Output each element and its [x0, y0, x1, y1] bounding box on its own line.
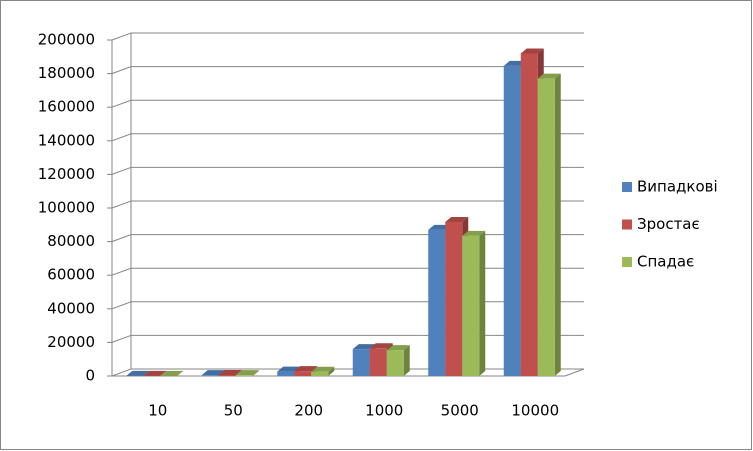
- y-tick-label: 180000: [38, 64, 95, 82]
- bar-top: [537, 73, 561, 79]
- y-tick-label: 160000: [38, 98, 95, 116]
- x-tick-label: 5000: [441, 402, 479, 420]
- bar-top: [386, 345, 410, 351]
- legend-swatch: [622, 219, 632, 230]
- bar-top: [520, 48, 544, 54]
- bar-top: [311, 366, 335, 372]
- bar-side: [328, 366, 335, 376]
- legend-label: Випадкові: [637, 178, 718, 196]
- legend-label: Зростає: [637, 215, 700, 233]
- bar: [503, 65, 521, 376]
- x-tick-label: 10: [148, 402, 167, 420]
- bar: [445, 221, 463, 376]
- bar-top: [201, 370, 225, 376]
- bar-top: [462, 230, 486, 236]
- legend-swatch: [622, 257, 632, 267]
- legend-label: Спадає: [637, 253, 694, 271]
- bar: [520, 53, 538, 376]
- y-tick-label: 140000: [38, 131, 95, 149]
- y-tick-label: 0: [85, 367, 95, 385]
- bar-top: [218, 369, 242, 375]
- x-tick-label: 200: [294, 402, 323, 420]
- x-tick-label: 1000: [365, 402, 403, 420]
- x-tick-label: 50: [224, 402, 243, 420]
- bar: [218, 374, 236, 376]
- y-tick-label: 20000: [47, 333, 95, 351]
- grid-line: [111, 99, 584, 108]
- y-tick-label: 200000: [38, 31, 95, 49]
- bar: [235, 375, 253, 376]
- bar-top: [369, 343, 393, 349]
- bar-top: [294, 366, 318, 372]
- y-tick-label: 60000: [47, 266, 95, 284]
- bar-top: [160, 370, 184, 376]
- bar: [462, 235, 480, 376]
- bar-side: [252, 370, 259, 376]
- bar-top: [143, 370, 167, 376]
- y-tick-label: 40000: [47, 299, 95, 317]
- bar-side: [403, 345, 410, 376]
- grid-line: [111, 166, 584, 175]
- bar: [352, 349, 370, 376]
- bar: [294, 371, 312, 376]
- bar: [311, 371, 329, 376]
- bar-top: [445, 216, 469, 222]
- bar: [369, 348, 387, 376]
- y-tick-label: 80000: [47, 232, 95, 250]
- bar-top: [126, 370, 150, 376]
- grid-line: [111, 133, 584, 142]
- y-tick-label: 100000: [38, 199, 95, 217]
- bar-side: [479, 230, 486, 376]
- bar-top: [277, 366, 301, 372]
- bar: [386, 350, 404, 376]
- grid-line: [111, 66, 584, 75]
- bar: [277, 371, 295, 376]
- legend-swatch: [622, 182, 632, 192]
- x-tick-label: 10000: [511, 402, 559, 420]
- bar-side: [554, 73, 561, 376]
- y-tick-label: 120000: [38, 165, 95, 183]
- bar: [537, 78, 555, 376]
- bar: [201, 375, 219, 376]
- bar-side: [177, 370, 184, 376]
- grid-line: [111, 200, 584, 209]
- bar-top: [235, 370, 259, 376]
- bar-top: [352, 344, 376, 350]
- bar: [428, 229, 446, 376]
- floor-edge: [564, 368, 585, 377]
- grid-line: [111, 32, 584, 41]
